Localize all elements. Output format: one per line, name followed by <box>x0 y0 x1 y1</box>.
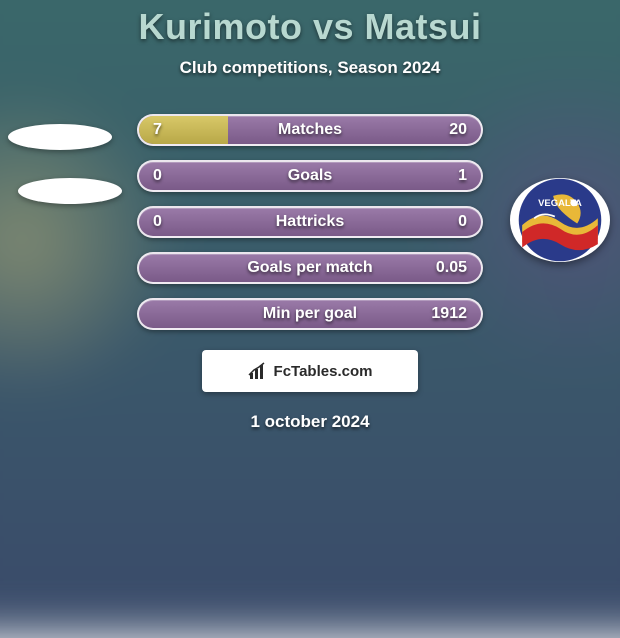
stat-rows: 7 Matches 20 0 Goals 1 0 Hattricks 0 <box>0 114 620 330</box>
stat-bar-goals: 0 Goals 1 <box>137 160 483 192</box>
stat-label: Goals per match <box>201 259 419 277</box>
stat-bar-text: Goals per match 0.05 <box>139 254 481 282</box>
date-stamp: 1 october 2024 <box>250 412 369 432</box>
stat-label: Matches <box>201 121 419 139</box>
stat-bar-text: 7 Matches 20 <box>139 116 481 144</box>
page-title: Kurimoto vs Matsui <box>138 6 481 48</box>
stat-left-value: 7 <box>153 121 201 139</box>
stat-right-value: 0.05 <box>419 259 467 277</box>
fctables-link[interactable]: FcTables.com <box>202 350 418 392</box>
stat-bar-text: 0 Goals 1 <box>139 162 481 190</box>
fctables-label: FcTables.com <box>274 363 373 380</box>
stat-bar-mpg: Min per goal 1912 <box>137 298 483 330</box>
stat-left-value: 0 <box>153 167 201 185</box>
stat-bar-hattricks: 0 Hattricks 0 <box>137 206 483 238</box>
stat-label: Min per goal <box>201 305 419 323</box>
stat-label: Goals <box>201 167 419 185</box>
stat-bar-matches: 7 Matches 20 <box>137 114 483 146</box>
stat-right-value: 0 <box>419 213 467 231</box>
stat-right-value: 1 <box>419 167 467 185</box>
bar-chart-icon <box>248 361 268 381</box>
stat-right-value: 20 <box>419 121 467 139</box>
stat-bar-text: Min per goal 1912 <box>139 300 481 328</box>
stat-left-value: 0 <box>153 213 201 231</box>
content-root: Kurimoto vs Matsui Club competitions, Se… <box>0 0 620 580</box>
stat-label: Hattricks <box>201 213 419 231</box>
stat-bar-gpm: Goals per match 0.05 <box>137 252 483 284</box>
page-subtitle: Club competitions, Season 2024 <box>180 58 441 78</box>
stat-bar-text: 0 Hattricks 0 <box>139 208 481 236</box>
stat-right-value: 1912 <box>419 305 467 323</box>
